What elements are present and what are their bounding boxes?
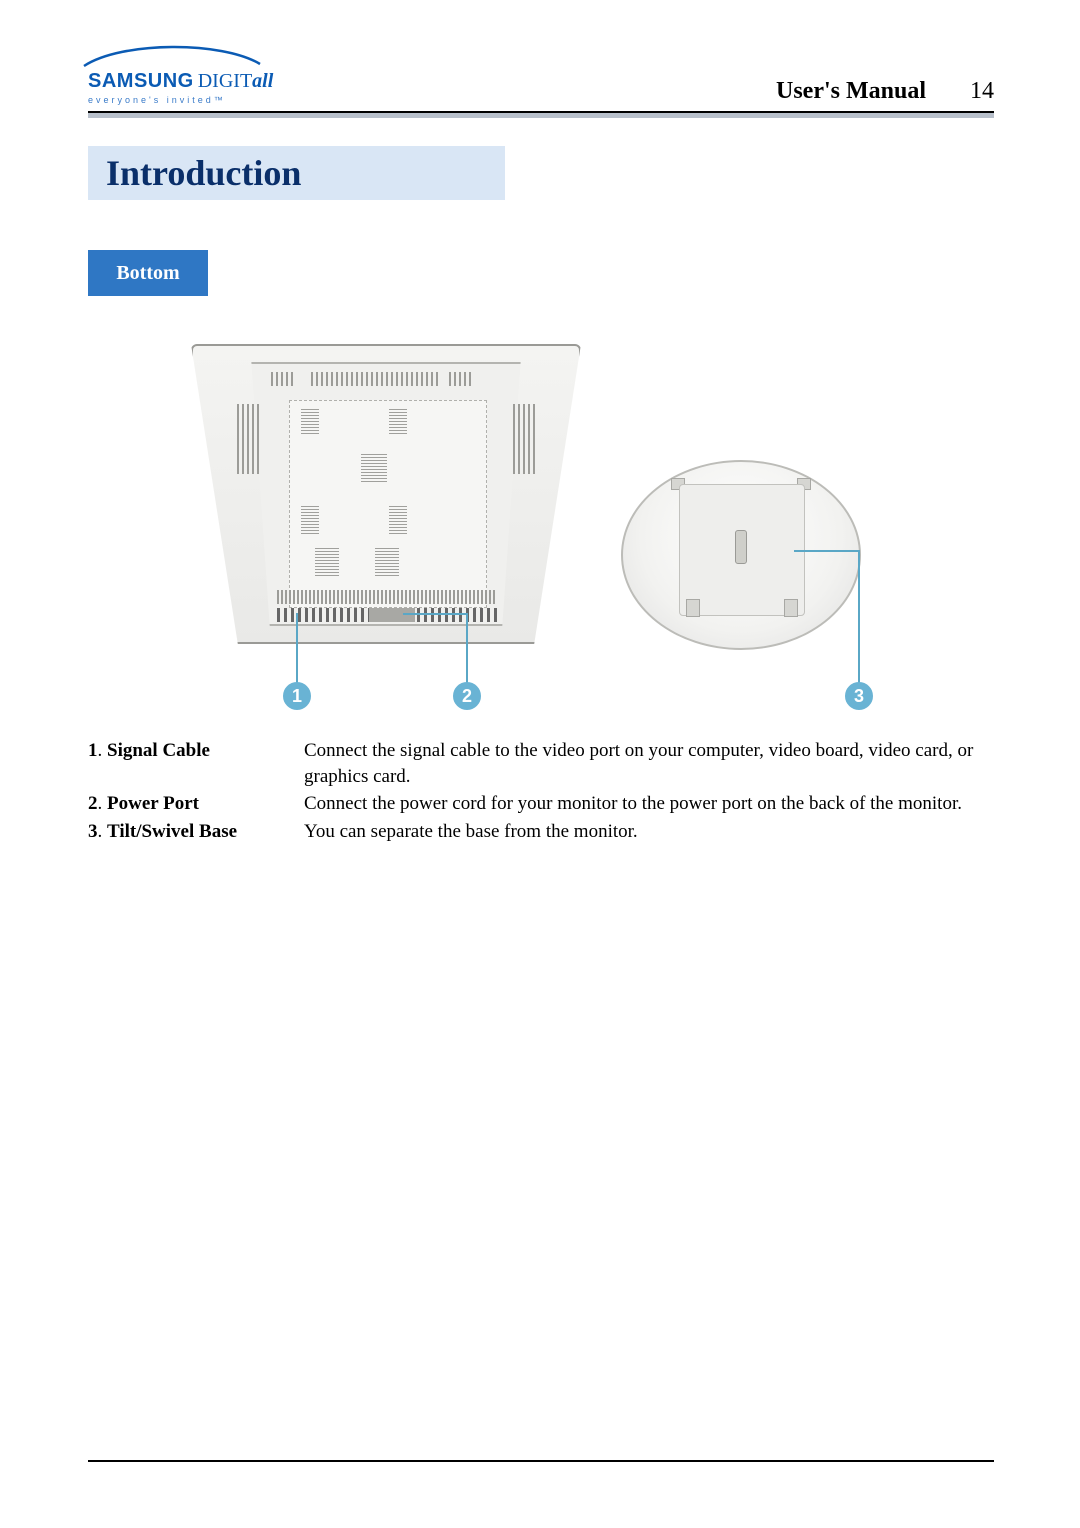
header-right: User's Manual 14	[776, 78, 994, 105]
callout-bubble-1: 1	[283, 682, 311, 710]
footer-rule	[88, 1460, 994, 1462]
page-header: SAMSUNG DIGITall everyone's invited™ Use…	[88, 70, 994, 111]
header-accent-bar	[88, 113, 994, 118]
manual-title: User's Manual	[776, 78, 926, 105]
swivel-base-illustration	[611, 442, 871, 662]
def-desc: Connect the power cord for your monitor …	[304, 791, 994, 817]
definition-row: 2. Power Port Connect the power cord for…	[88, 791, 994, 817]
diagram-area: 1 2 3	[88, 344, 994, 724]
callout-leader-2h	[403, 613, 466, 615]
def-num: 2	[88, 793, 98, 814]
definition-row: 1. Signal Cable Connect the signal cable…	[88, 738, 994, 789]
page-number: 14	[970, 78, 994, 105]
callout-bubble-3: 3	[845, 682, 873, 710]
def-desc: You can separate the base from the monit…	[304, 819, 994, 845]
logo-tagline: everyone's invited™	[88, 95, 226, 105]
def-name: Tilt/Swivel Base	[107, 821, 237, 842]
subsection-tab: Bottom	[88, 250, 208, 296]
brand-logo: SAMSUNG DIGITall everyone's invited™	[88, 70, 273, 105]
monitor-bottom-illustration	[191, 344, 581, 664]
callout-leader-3	[858, 550, 860, 684]
def-desc: Connect the signal cable to the video po…	[304, 738, 994, 789]
section-title: Introduction	[106, 152, 301, 194]
definition-row: 3. Tilt/Swivel Base You can separate the…	[88, 819, 994, 845]
definitions-list: 1. Signal Cable Connect the signal cable…	[88, 738, 994, 845]
callout-bubble-2: 2	[453, 682, 481, 710]
def-name: Signal Cable	[107, 740, 210, 761]
def-name: Power Port	[107, 793, 199, 814]
def-num: 3	[88, 821, 98, 842]
manual-page: SAMSUNG DIGITall everyone's invited™ Use…	[0, 0, 1080, 1528]
def-num: 1	[88, 740, 98, 761]
subsection-label: Bottom	[116, 262, 179, 285]
callout-leader-1	[296, 613, 298, 683]
section-title-banner: Introduction	[88, 146, 994, 200]
callout-leader-2	[466, 613, 468, 683]
callout-leader-3h	[794, 550, 858, 552]
